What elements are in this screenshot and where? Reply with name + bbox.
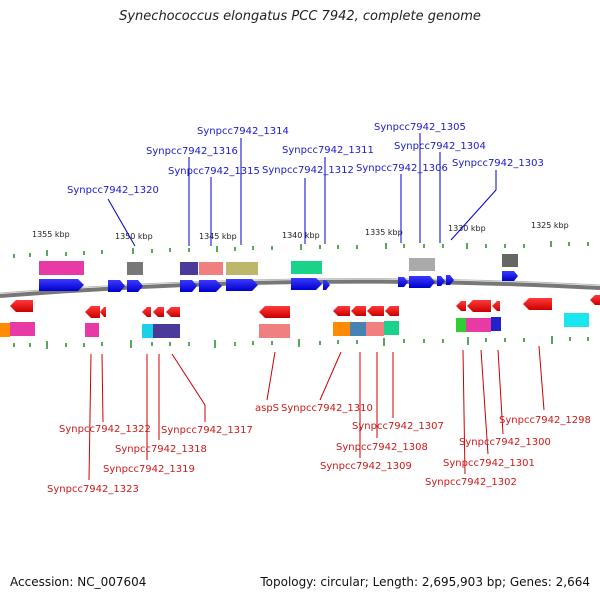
gene-label-1304[interactable]: Synpcc7942_1304 [394,141,486,152]
gene-label-1314[interactable]: Synpcc7942_1314 [197,126,289,137]
gene-label-1302[interactable]: Synpcc7942_1302 [425,477,517,488]
reverse-category-blocks [0,313,589,338]
gene-label-aspS[interactable]: aspS [255,403,279,414]
gene-label-1305[interactable]: Synpcc7942_1305 [374,122,466,133]
gene-label-1317[interactable]: Synpcc7942_1317 [161,425,253,436]
gene-label-1318[interactable]: Synpcc7942_1318 [115,444,207,455]
scale-label-1350: 1350 kbp [115,232,153,241]
gene-label-1311[interactable]: Synpcc7942_1311 [282,145,374,156]
scale-label-1330: 1330 kbp [448,224,486,233]
genome-title: Synechococcus elongatus PCC 7942, comple… [119,9,481,24]
scale-label-1345: 1345 kbp [199,232,237,241]
reverse-leader-lines [88,345,545,481]
gene-label-1309[interactable]: Synpcc7942_1309 [320,461,412,472]
gene-label-1306[interactable]: Synpcc7942_1306 [356,163,448,174]
upper-tick-row [13,241,589,258]
scale-label-1335: 1335 kbp [365,228,403,237]
accession-label: Accession: NC_007604 [10,575,147,589]
gene-label-1300[interactable]: Synpcc7942_1300 [459,437,551,448]
gene-label-1319[interactable]: Synpcc7942_1319 [103,464,195,475]
gene-label-1320[interactable]: Synpcc7942_1320 [67,185,159,196]
gene-label-1316[interactable]: Synpcc7942_1316 [146,146,238,157]
gene-label-1308[interactable]: Synpcc7942_1308 [336,442,428,453]
forward-gene-labels: Synpcc7942_1320 Synpcc7942_1316 Synpcc79… [67,122,544,196]
forward-category-blocks [39,254,518,275]
gene-label-1303[interactable]: Synpcc7942_1303 [452,158,544,169]
forward-gene-arrows [39,271,518,292]
scale-label-1340: 1340 kbp [282,231,320,240]
gene-label-1323[interactable]: Synpcc7942_1323 [47,484,139,495]
reverse-gene-labels: Synpcc7942_1323 Synpcc7942_1322 Synpcc79… [47,403,591,495]
gene-label-1301[interactable]: Synpcc7942_1301 [443,458,535,469]
gene-label-1307[interactable]: Synpcc7942_1307 [352,421,444,432]
gene-label-1312[interactable]: Synpcc7942_1312 [262,165,354,176]
genome-summary: Topology: circular; Length: 2,695,903 bp… [260,575,590,589]
scale-label-1325: 1325 kbp [531,221,569,230]
scale-label-1355: 1355 kbp [32,230,70,239]
gene-label-1310[interactable]: Synpcc7942_1310 [281,403,373,414]
gene-label-1322[interactable]: Synpcc7942_1322 [59,424,151,435]
gene-label-1315[interactable]: Synpcc7942_1315 [168,166,260,177]
gene-label-1298[interactable]: Synpcc7942_1298 [499,415,591,426]
scale-labels: 1355 kbp 1350 kbp 1345 kbp 1340 kbp 1335… [32,221,569,241]
forward-leader-lines [107,133,497,247]
reverse-gene-arrows [10,295,600,318]
lower-tick-row [13,336,589,349]
